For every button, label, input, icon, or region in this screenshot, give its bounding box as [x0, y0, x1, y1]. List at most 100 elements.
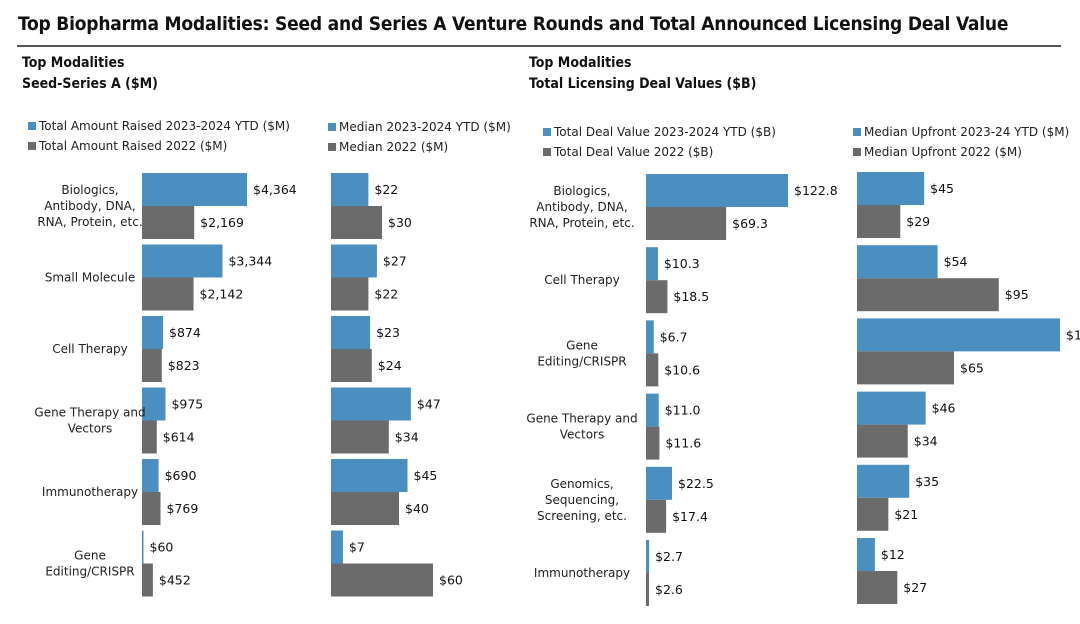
category-label: Biologics, Antibody, DNA, RNA, Protein, et…: [37, 183, 142, 229]
data-label: $3,344: [228, 254, 272, 269]
bar: [857, 538, 875, 571]
data-label: $23: [376, 325, 400, 340]
data-label: $10.3: [664, 256, 700, 271]
bar: [142, 206, 195, 239]
legend-swatch: [28, 122, 36, 130]
data-label: $27: [383, 254, 407, 269]
legend-label: Total Amount Raised 2023-2024 YTD ($M): [38, 119, 290, 133]
data-label: $65: [960, 360, 984, 375]
bar: [857, 245, 938, 279]
data-label: $11.0: [665, 403, 701, 418]
data-label: $7: [349, 540, 365, 555]
data-label: $823: [168, 358, 200, 373]
data-label: $69.3: [732, 216, 768, 231]
bar: [142, 563, 153, 597]
bar: [857, 318, 1060, 352]
legend-label: Median Upfront 2023-24 YTD ($M): [864, 125, 1069, 139]
data-label: $874: [169, 325, 201, 340]
data-label: $614: [163, 430, 195, 445]
bar: [142, 277, 194, 311]
category-label: Small Molecule: [45, 271, 135, 285]
bar: [331, 349, 372, 382]
legend-swatch: [543, 148, 551, 156]
category-label: Biologics, Antibody, DNA, RNA, Protein, et…: [529, 184, 634, 230]
legend-label: Total Deal Value 2022 ($B): [553, 145, 713, 159]
category-label: Genomics, Sequencing, Screening, etc.: [537, 477, 627, 523]
legend-label: Median 2022 ($M): [339, 140, 448, 154]
legend-label: Total Amount Raised 2022 ($M): [38, 139, 227, 153]
data-label: $122.8: [794, 183, 838, 198]
legend-swatch: [328, 123, 336, 131]
bar: [331, 387, 411, 421]
bar: [646, 499, 667, 533]
bar: [331, 173, 369, 206]
data-label: $2.7: [655, 549, 683, 564]
data-label: $45: [414, 468, 438, 483]
data-label: $11.6: [665, 436, 701, 451]
bar: [331, 492, 399, 525]
bar: [142, 420, 157, 454]
bar: [646, 207, 727, 240]
bar: [646, 540, 650, 573]
left-section-heading: Top Modalities Seed-Series A ($M): [22, 53, 158, 95]
bar: [857, 497, 889, 531]
data-label: $690: [165, 468, 197, 483]
data-label: $29: [906, 214, 930, 229]
data-label: $2.6: [655, 582, 683, 597]
bar: [646, 320, 654, 354]
right-section-line2: Total Licensing Deal Values ($B): [529, 76, 757, 92]
bar: [857, 571, 898, 604]
bar: [331, 530, 343, 564]
bar: [142, 349, 162, 382]
left-section-line2: Seed-Series A ($M): [22, 76, 158, 92]
bar: [331, 206, 382, 239]
category-label: Immunotherapy: [534, 566, 630, 580]
data-label: $975: [171, 397, 203, 412]
bar: [331, 459, 408, 492]
bar: [857, 351, 955, 385]
legend-label: Median 2023-2024 YTD ($M): [339, 120, 511, 134]
bar: [646, 426, 660, 460]
legend-label: Total Deal Value 2023-2024 YTD ($B): [553, 125, 776, 139]
data-label: $18.5: [673, 289, 709, 304]
category-label: Gene Editing/CRISPR: [537, 338, 626, 368]
legend-label: Median Upfront 2022 ($M): [864, 145, 1022, 159]
bar: [857, 391, 926, 425]
category-label: Immunotherapy: [42, 485, 138, 499]
bar: [331, 277, 369, 311]
data-label: $22: [374, 287, 398, 302]
data-label: $54: [944, 254, 968, 269]
category-label: Gene Editing/CRISPR: [45, 549, 134, 579]
data-label: $47: [417, 397, 441, 412]
bar: [857, 278, 999, 312]
data-label: $40: [405, 501, 429, 516]
bar: [646, 573, 650, 606]
data-label: $22: [374, 182, 398, 197]
legend-swatch: [543, 128, 551, 136]
data-label: $769: [167, 501, 199, 516]
bar: [331, 420, 389, 454]
data-label: $6.7: [660, 329, 688, 344]
data-label: $10.6: [664, 362, 700, 377]
bar: [857, 172, 925, 205]
data-label: $12: [881, 547, 905, 562]
bar: [857, 424, 908, 458]
legend-swatch: [28, 142, 36, 150]
data-label: $21: [894, 507, 918, 522]
bar: [646, 466, 673, 500]
data-label: $34: [914, 434, 938, 449]
data-label: $60: [439, 573, 463, 588]
data-label: $27: [903, 580, 927, 595]
category-label: Gene Therapy and Vectors: [34, 406, 145, 436]
legend-swatch: [853, 128, 861, 136]
right-section-heading: Top Modalities Total Licensing Deal Valu…: [529, 53, 756, 95]
bar: [142, 492, 161, 525]
legend-swatch: [328, 143, 336, 151]
data-label: $452: [159, 573, 191, 588]
legend-swatch: [853, 148, 861, 156]
bar: [142, 387, 166, 421]
category-label: Gene Therapy and Vectors: [526, 412, 637, 442]
bar: [142, 530, 144, 564]
bar: [646, 247, 658, 281]
bar: [142, 316, 164, 349]
